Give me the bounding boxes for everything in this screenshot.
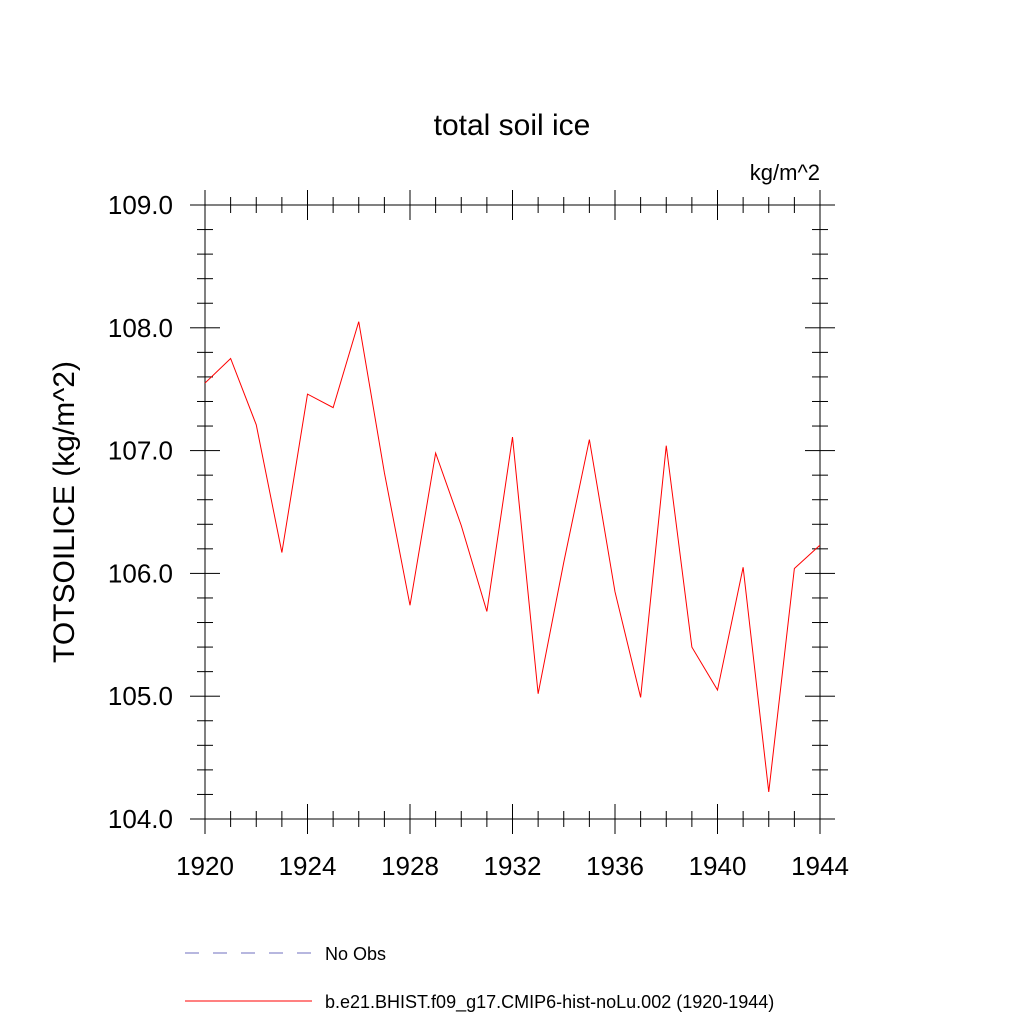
major-ticks xyxy=(190,190,835,834)
minor-ticks xyxy=(197,197,828,827)
x-tick-label: 1920 xyxy=(176,851,234,881)
legend: No Obs b.e21.BHIST.f09_g17.CMIP6-hist-no… xyxy=(185,944,774,1013)
legend-label-model: b.e21.BHIST.f09_g17.CMIP6-hist-noLu.002 … xyxy=(325,992,774,1013)
y-tick-label: 104.0 xyxy=(108,804,173,834)
legend-label-no-obs: No Obs xyxy=(325,944,386,964)
y-axis-label: TOTSOILICE (kg/m^2) xyxy=(48,361,81,663)
y-tick-label: 109.0 xyxy=(108,190,173,220)
y-tick-label: 105.0 xyxy=(108,681,173,711)
x-tick-label: 1940 xyxy=(689,851,747,881)
x-tick-labels: 1920 1924 1928 1932 1936 1940 1944 xyxy=(176,851,849,881)
y-tick-label: 106.0 xyxy=(108,558,173,588)
units-label: kg/m^2 xyxy=(750,160,820,185)
y-tick-label: 107.0 xyxy=(108,436,173,466)
x-tick-label: 1944 xyxy=(791,851,849,881)
x-tick-label: 1936 xyxy=(586,851,644,881)
y-tick-label: 108.0 xyxy=(108,313,173,343)
x-tick-label: 1928 xyxy=(381,851,439,881)
y-tick-labels: 104.0 105.0 106.0 107.0 108.0 109.0 xyxy=(108,190,173,834)
x-tick-label: 1932 xyxy=(484,851,542,881)
chart-title: total soil ice xyxy=(434,109,591,142)
plot-frame xyxy=(204,204,821,820)
series-line xyxy=(204,321,821,793)
series-layer xyxy=(204,321,821,793)
x-tick-label: 1924 xyxy=(279,851,337,881)
